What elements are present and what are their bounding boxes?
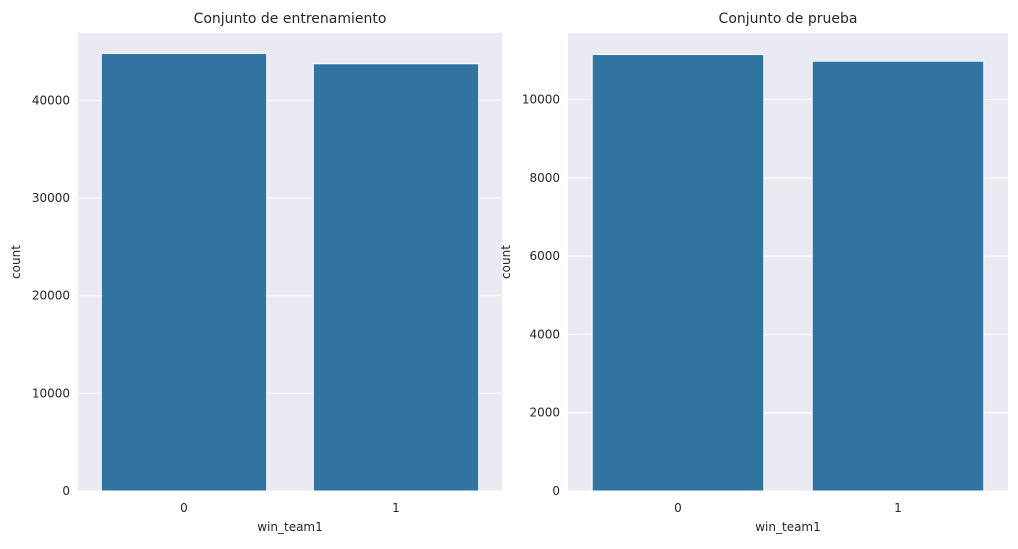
chart-title-train: Conjunto de entrenamiento <box>194 11 387 27</box>
y-tick-label: 4000 <box>529 327 560 341</box>
chart-title-test: Conjunto de prueba <box>719 11 858 27</box>
bar-0 <box>100 53 268 492</box>
y-tick-label: 10000 <box>522 93 560 107</box>
bars-train <box>100 53 480 492</box>
y-tick-label: 2000 <box>529 406 560 420</box>
bars-test <box>591 54 985 492</box>
bar-1 <box>811 60 985 492</box>
bar-1 <box>312 63 480 492</box>
y-tick-label: 0 <box>552 484 560 498</box>
y-tick-label: 0 <box>62 484 70 498</box>
y-tick-labels-train: 0 10000 20000 30000 40000 <box>32 93 70 498</box>
x-tick-label: 1 <box>894 501 902 515</box>
y-tick-labels-test: 0 2000 4000 6000 8000 10000 <box>522 93 560 498</box>
x-axis-label-test: win_team1 <box>755 520 821 534</box>
x-tick-label: 0 <box>674 501 682 515</box>
x-tick-label: 1 <box>392 501 400 515</box>
x-tick-label: 0 <box>180 501 188 515</box>
y-axis-label-train: count <box>9 245 23 279</box>
y-axis-label-test: count <box>499 245 513 279</box>
x-axis-label-train: win_team1 <box>257 520 323 534</box>
bar-0 <box>591 54 765 492</box>
y-tick-label: 6000 <box>529 249 560 263</box>
y-tick-label: 10000 <box>32 386 70 400</box>
y-tick-label: 30000 <box>32 191 70 205</box>
y-tick-label: 40000 <box>32 93 70 107</box>
y-tick-label: 8000 <box>529 171 560 185</box>
y-tick-label: 20000 <box>32 289 70 303</box>
